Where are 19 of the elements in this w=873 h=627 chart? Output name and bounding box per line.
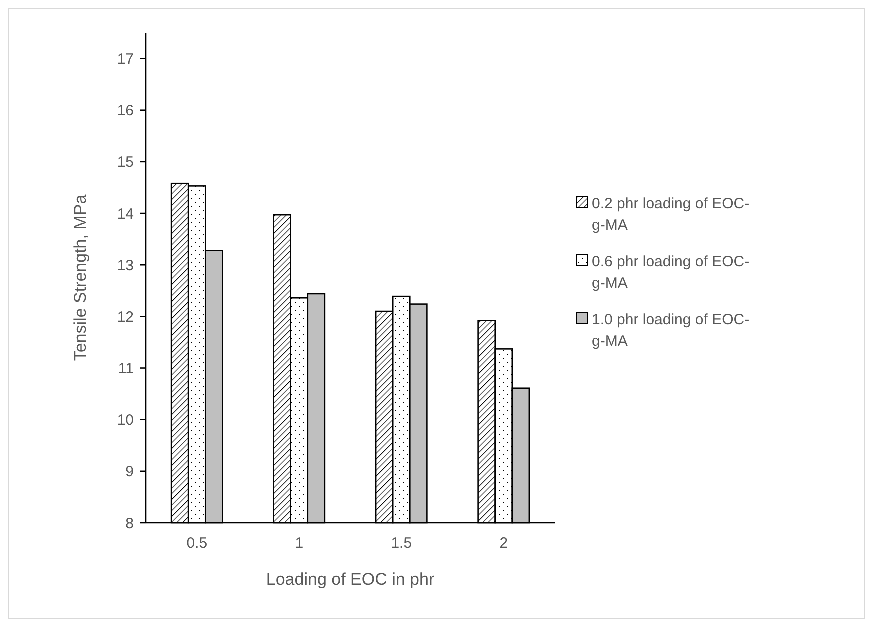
y-tick-label: 8 [126,515,134,532]
y-tick-label: 14 [117,206,134,223]
legend-label: 0.2 phr loading of EOC-g-MA [592,195,750,234]
x-tick-label: 2 [500,535,508,552]
y-tick-label: 15 [117,154,134,172]
x-tick-label: 0.5 [186,535,208,552]
legend-label: 0.6 phr loading of EOC-g-MA [592,253,750,292]
y-tick-label: 16 [117,102,134,120]
y-tick-label: 10 [117,412,134,430]
y-tick-label: 17 [117,51,134,68]
x-tick-label: 1.5 [391,535,412,552]
x-tick-label: 1 [295,535,304,552]
y-tick-label: 12 [117,308,134,326]
y-tick-label: 9 [126,464,134,481]
y-axis-title: Tensile Strength, MPa [71,194,90,362]
x-axis-title: Loading of EOC in phr [266,570,435,589]
y-tick-label: 11 [118,360,134,378]
legend-label: 1.0 phr loading of EOC-g-MA [592,311,750,350]
y-tick-label: 13 [117,257,134,274]
